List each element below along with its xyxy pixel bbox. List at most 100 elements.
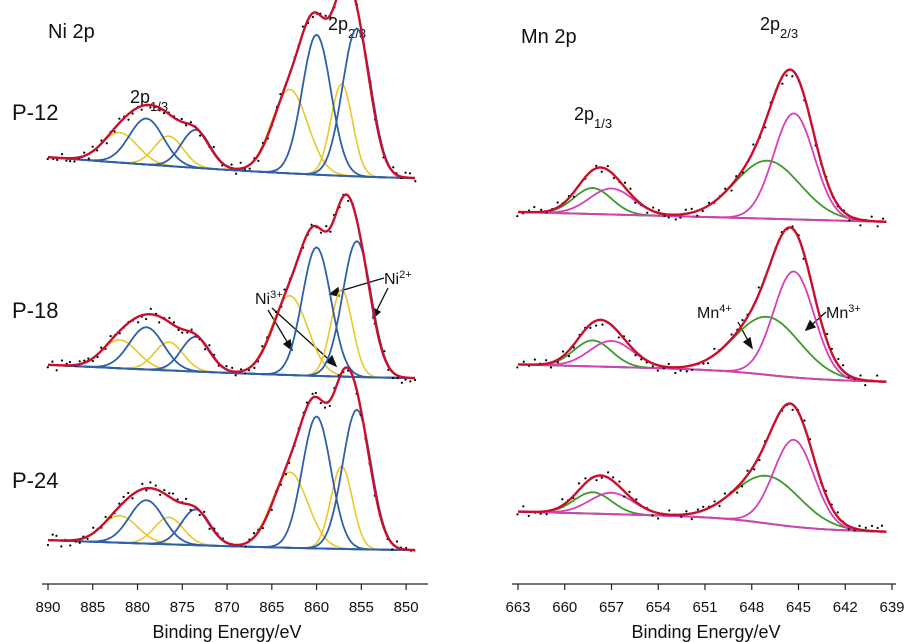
ni-raw-point-p18 (319, 231, 323, 234)
mn-raw-point-p24 (527, 514, 530, 518)
mn-raw-point-p18 (713, 347, 716, 350)
ni-raw-point-p18 (68, 360, 72, 364)
mn-raw-point-p18 (595, 324, 598, 327)
mn-raw-point-p18 (516, 366, 519, 369)
mn-raw-point-p12 (679, 216, 682, 219)
mn-raw-point-p24 (668, 509, 671, 512)
ni-raw-point-p18 (329, 230, 332, 233)
sample-label-p18: P-18 (12, 298, 58, 323)
ni-raw-point-p24 (145, 489, 148, 492)
ni-raw-point-p18 (383, 350, 386, 353)
sample-label-p12: P-12 (12, 100, 58, 125)
ni-raw-point-p18 (158, 321, 161, 324)
ni-raw-point-p24 (395, 540, 399, 543)
mn3plus-annotation: Mn3+ (826, 303, 861, 322)
mn-raw-point-p18 (617, 336, 620, 339)
ni-raw-point-p12 (414, 180, 417, 183)
ni-raw-point-p12 (140, 108, 143, 111)
ni-raw-point-p12 (311, 15, 314, 19)
mn-raw-point-p12 (634, 201, 637, 204)
ni-raw-point-p24 (118, 502, 121, 505)
mn-raw-point-p12 (674, 218, 677, 221)
ni-x-tick-label-865: 865 (259, 599, 284, 616)
ni-raw-point-p18 (91, 359, 94, 363)
mn-raw-point-p24 (713, 500, 716, 503)
ni-raw-point-p24 (51, 533, 54, 536)
ni3plus-arrowhead-2 (325, 354, 338, 368)
mn-raw-point-p24 (803, 419, 806, 422)
ni-raw-point-p18 (239, 368, 243, 371)
mn-raw-point-p24 (696, 508, 699, 511)
mn-raw-point-p24 (680, 515, 683, 518)
ni-raw-point-p12 (127, 118, 130, 121)
ni-x-tick-label-880: 880 (125, 599, 150, 616)
mn-x-tick-label-642: 642 (833, 599, 858, 616)
mn-peak-label-2p23: 2p2/3 (760, 14, 798, 41)
mn-raw-point-p24 (870, 524, 874, 527)
mn-raw-point-p18 (741, 319, 744, 322)
mn-raw-point-p24 (791, 408, 794, 411)
mn-mn3plus-component-2-p24 (517, 438, 887, 533)
ni-raw-point-p18 (404, 378, 407, 381)
ni-raw-point-p18 (392, 376, 395, 380)
mn-raw-point-p12 (623, 181, 627, 184)
ni-raw-point-p12 (235, 172, 238, 175)
mn-raw-point-p24 (561, 498, 564, 501)
mn-raw-point-p12 (870, 215, 873, 218)
mn-envelope-p24 (518, 402, 887, 533)
mn-raw-point-p18 (859, 374, 862, 377)
mn-raw-point-p24 (635, 498, 638, 501)
mn-raw-point-p24 (880, 524, 884, 527)
ni-raw-point-p24 (127, 491, 130, 495)
ni-raw-point-p12 (408, 172, 412, 175)
ni-raw-point-p18 (109, 335, 112, 338)
mn-raw-point-p12 (612, 176, 615, 180)
ni-raw-point-p12 (189, 121, 193, 124)
mn-raw-point-p24 (656, 517, 660, 520)
mn-raw-point-p18 (842, 364, 845, 367)
mn-raw-point-p18 (589, 326, 592, 329)
mn-panel-title: Mn 2p (521, 26, 577, 48)
mn-raw-point-p24 (864, 526, 867, 529)
mn-raw-point-p12 (764, 126, 767, 129)
ni-raw-point-p18 (46, 366, 49, 369)
ni-raw-point-p24 (154, 484, 157, 487)
ni-x-axis-title: Binding Energy/eV (152, 622, 301, 642)
mn-raw-point-p18 (826, 332, 829, 336)
mn-raw-point-p24 (685, 510, 688, 513)
ni-raw-point-p24 (122, 495, 125, 498)
ni-ni3plus-component-4-p24 (47, 465, 415, 551)
ni-raw-point-p12 (87, 157, 90, 160)
mn-raw-point-p18 (556, 361, 559, 364)
mn-raw-point-p24 (623, 495, 626, 498)
ni2plus-annotation: Ni2+ (384, 269, 412, 288)
mn-peak-label-2p13: 2p1/3 (574, 104, 612, 131)
mn-raw-point-p24 (836, 511, 839, 514)
mn-raw-point-p18 (674, 371, 677, 375)
ni-raw-point-p18 (190, 328, 193, 331)
mn-raw-point-p18 (656, 369, 659, 372)
mn-raw-point-p18 (561, 350, 565, 353)
mn-x-tick-label-663: 663 (505, 599, 530, 616)
ni-raw-point-p12 (162, 112, 166, 115)
ni-raw-point-p18 (231, 366, 234, 370)
mn-raw-point-p12 (657, 209, 660, 212)
mn-raw-point-p12 (701, 209, 704, 213)
ni-raw-point-p12 (69, 160, 72, 163)
ni-raw-point-p24 (46, 543, 50, 547)
mn-raw-point-p24 (723, 492, 726, 495)
mn-raw-point-p12 (876, 225, 879, 228)
mn-x-tick-label-645: 645 (786, 599, 811, 616)
mn-raw-point-p18 (847, 376, 850, 379)
ni-raw-point-p18 (244, 372, 247, 375)
ni3plus-arrow-2 (271, 307, 337, 367)
mn-raw-point-p18 (757, 286, 760, 289)
ni-envelope-p18 (47, 193, 416, 380)
ni-raw-point-p18 (100, 346, 103, 349)
ni-raw-point-p24 (176, 498, 179, 501)
ni-raw-point-p12 (324, 14, 327, 17)
mn-raw-point-p18 (628, 339, 631, 342)
mn-raw-point-p12 (724, 187, 727, 190)
mn-raw-point-p24 (516, 513, 519, 516)
ni-raw-point-p24 (168, 492, 171, 495)
